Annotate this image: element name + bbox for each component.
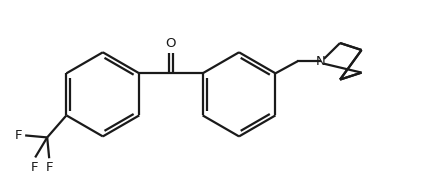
Text: N: N — [316, 55, 326, 68]
Text: O: O — [166, 38, 176, 51]
Text: F: F — [46, 161, 53, 174]
Text: F: F — [15, 129, 22, 142]
Text: F: F — [31, 161, 38, 174]
